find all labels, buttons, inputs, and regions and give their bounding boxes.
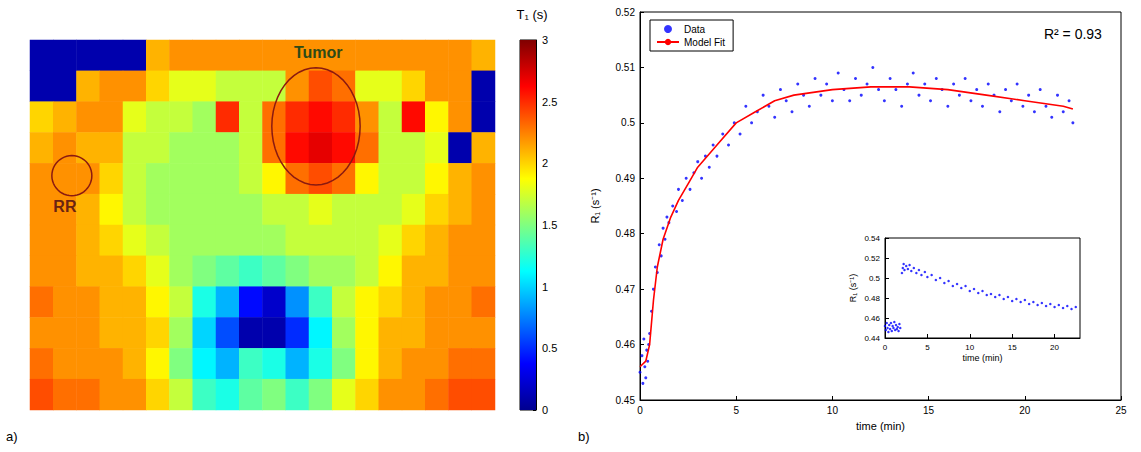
svg-text:0.44: 0.44 <box>864 334 880 343</box>
svg-text:R₁ (s⁻¹): R₁ (s⁻¹) <box>848 274 858 303</box>
svg-text:0.46: 0.46 <box>616 339 636 350</box>
svg-text:time (min): time (min) <box>856 420 905 432</box>
svg-text:0: 0 <box>883 343 888 352</box>
svg-text:a): a) <box>6 429 18 444</box>
svg-text:0.45: 0.45 <box>616 395 636 406</box>
svg-text:0.52: 0.52 <box>864 254 880 263</box>
svg-text:0: 0 <box>637 405 643 416</box>
svg-text:1.5: 1.5 <box>542 219 557 231</box>
svg-text:R² = 0.93: R² = 0.93 <box>1044 26 1102 42</box>
svg-text:0.51: 0.51 <box>616 62 636 73</box>
svg-text:0: 0 <box>542 404 548 416</box>
svg-text:0.5: 0.5 <box>621 117 635 128</box>
svg-text:RR: RR <box>53 198 77 215</box>
svg-text:Data: Data <box>684 24 706 35</box>
svg-text:0.46: 0.46 <box>864 314 880 323</box>
svg-text:time (min): time (min) <box>963 353 1003 363</box>
svg-text:0.54: 0.54 <box>864 234 880 243</box>
svg-text:3: 3 <box>542 34 548 46</box>
svg-text:0.48: 0.48 <box>864 294 880 303</box>
svg-text:10: 10 <box>827 405 839 416</box>
svg-text:0.48: 0.48 <box>616 228 636 239</box>
svg-text:25: 25 <box>1115 405 1127 416</box>
svg-text:0.49: 0.49 <box>616 173 636 184</box>
svg-text:5: 5 <box>733 405 739 416</box>
svg-text:15: 15 <box>923 405 935 416</box>
svg-text:5: 5 <box>925 343 930 352</box>
svg-text:0.47: 0.47 <box>616 284 636 295</box>
svg-text:Model Fit: Model Fit <box>684 37 725 48</box>
svg-text:20: 20 <box>1050 343 1059 352</box>
svg-text:b): b) <box>578 429 590 444</box>
svg-text:2.5: 2.5 <box>542 96 557 108</box>
svg-text:15: 15 <box>1008 343 1017 352</box>
svg-text:R₁ (s⁻¹): R₁ (s⁻¹) <box>589 188 601 223</box>
svg-text:1: 1 <box>542 281 548 293</box>
svg-text:0.5: 0.5 <box>869 274 881 283</box>
svg-text:0.52: 0.52 <box>616 7 636 18</box>
svg-text:2: 2 <box>542 157 548 169</box>
svg-text:0.5: 0.5 <box>542 342 557 354</box>
svg-text:20: 20 <box>1019 405 1031 416</box>
svg-text:10: 10 <box>965 343 974 352</box>
svg-text:T₁ (s): T₁ (s) <box>516 7 547 22</box>
svg-text:Tumor: Tumor <box>294 44 343 61</box>
